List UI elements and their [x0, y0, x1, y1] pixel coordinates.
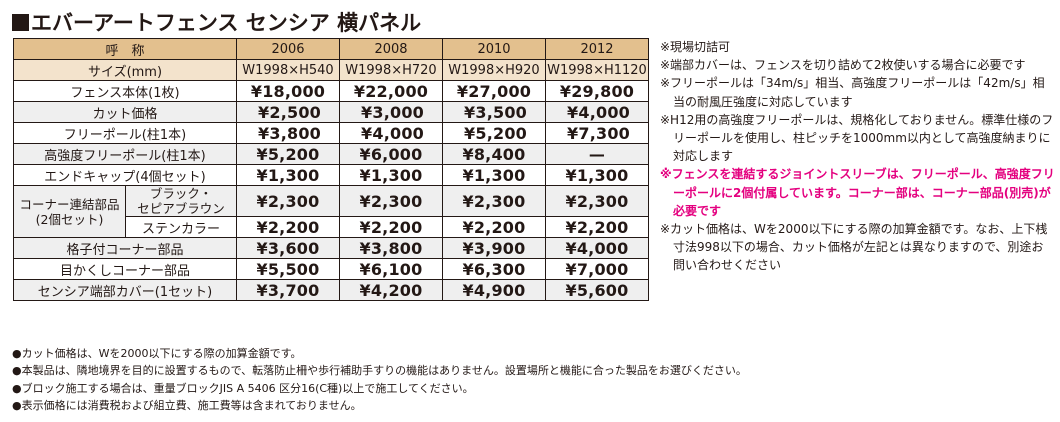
price-value: ¥2,200 [545, 216, 649, 238]
corner-sub-label: ステンカラー [125, 216, 237, 238]
footnote-item: ●ブロック施工する場合は、重量ブロックJIS A 5406 区分16(C種)以上… [12, 381, 474, 395]
price-value: ¥3,500 [442, 101, 546, 123]
corner-sub-label-line2: セピアブラウン [137, 201, 225, 216]
title-text: エバーアートフェンス センシア 横パネル [31, 11, 422, 35]
header-name-label: 呼 称 [13, 38, 237, 60]
size-value: W1998×H540 [236, 59, 340, 81]
price-value: ¥3,800 [339, 237, 443, 259]
table-row: エンドキャップ(4個セット) ¥1,300 ¥1,300 ¥1,300 ¥1,3… [13, 164, 649, 186]
corner-group-label-line2: (2個セット) [35, 211, 104, 227]
footnote-item: ●カット価格は、Wを2000以下にする際の加算金額です。 [12, 347, 302, 360]
title-square-marker-icon [12, 14, 29, 31]
table-row-corner-black: コーナー連結部品 (2個セット) ブラック・ セピアブラウン ¥2,300 ¥2… [13, 185, 649, 238]
table-row-corner-stainless: ステンカラー ¥2,200 ¥2,200 ¥2,200 ¥2,200 [14, 216, 649, 238]
price-value: ¥2,300 [339, 185, 443, 217]
size-value: W1998×H720 [339, 59, 443, 81]
side-notes: ※現場切詰可 ※端部カバーは、フェンスを切り詰めて2枚使いする場合に必要です ※… [660, 38, 1055, 275]
price-value: ¥2,300 [236, 185, 340, 217]
header-year-2008: 2008 [339, 38, 443, 60]
row-label: カット価格 [13, 101, 237, 123]
corner-sub-label-line1: ブラック・ [149, 186, 213, 202]
table-row: 高強度フリーポール(柱1本) ¥5,200 ¥6,000 ¥8,400 — [13, 143, 649, 165]
note-item: ※カット価格は、Wを2000以下にする際の加算金額です。なお、上下桟寸法998以… [660, 222, 1048, 273]
price-value: ¥2,200 [236, 216, 340, 238]
price-table: 呼 称 2006 2008 2010 2012 サイズ(mm) W1998×H5… [13, 38, 649, 301]
price-value: ¥2,200 [339, 216, 443, 238]
table-row: フリーポール(柱1本) ¥3,800 ¥4,000 ¥5,200 ¥7,300 [13, 122, 649, 144]
row-label: 高強度フリーポール(柱1本) [13, 143, 237, 165]
price-value: ¥3,800 [236, 122, 340, 144]
header-year-2010: 2010 [442, 38, 546, 60]
row-label: フリーポール(柱1本) [13, 122, 237, 144]
table-row: 目かくしコーナー部品 ¥5,500 ¥6,100 ¥6,300 ¥7,000 [13, 258, 649, 280]
price-value: ¥1,300 [442, 164, 546, 186]
header-year-2006: 2006 [236, 38, 340, 60]
note-item: ※現場切詰可 [660, 40, 731, 54]
header-year-2012: 2012 [545, 38, 649, 60]
price-value: ¥5,200 [442, 122, 546, 144]
price-value: ¥3,900 [442, 237, 546, 259]
footnote-item: ●表示価格には消費税および組立費、施工費等は含まれておりません。 [12, 398, 362, 412]
price-value: — [545, 143, 649, 165]
size-value: W1998×H1120 [545, 59, 649, 81]
footnotes: ●カット価格は、Wを2000以下にする際の加算金額です。 ●本製品は、隣地境界を… [12, 345, 747, 414]
price-value: ¥2,500 [236, 101, 340, 123]
size-value: W1998×H920 [442, 59, 546, 81]
table-row: センシア端部カバー(1セット) ¥3,700 ¥4,200 ¥4,900 ¥5,… [13, 279, 649, 301]
price-value: ¥1,300 [545, 164, 649, 186]
price-value: ¥5,500 [236, 258, 340, 280]
price-value: ¥1,300 [236, 164, 340, 186]
note-item: ※H12用の高強度フリーポールは、規格化しておりません。標準仕様のフリーポールを… [660, 112, 1054, 164]
note-item: ※フリーポールは「34m/s」相当、高強度フリーポールは「42m/s」相当の耐風… [660, 76, 1045, 109]
price-value: ¥27,000 [442, 80, 546, 102]
row-label: エンドキャップ(4個セット) [13, 164, 237, 186]
price-value: ¥2,200 [442, 216, 546, 238]
footnote-item: ●本製品は、隣地境界を目的に設置するもので、転落防止柵や歩行補助手すりの機能はあ… [12, 364, 747, 378]
note-item: ※端部カバーは、フェンスを切り詰めて2枚使いする場合に必要です [660, 58, 1026, 73]
price-value: ¥18,000 [236, 80, 340, 102]
price-value: ¥22,000 [339, 80, 443, 102]
price-value: ¥5,600 [545, 279, 649, 301]
row-label: 格子付コーナー部品 [13, 237, 237, 259]
corner-group-label-line1: コーナー連結部品 [19, 196, 120, 212]
table-row: フェンス本体(1枚) ¥18,000 ¥22,000 ¥27,000 ¥29,8… [13, 80, 649, 102]
price-value: ¥4,000 [545, 237, 649, 259]
price-value: ¥3,600 [236, 237, 340, 259]
row-label: センシア端部カバー(1セット) [13, 279, 237, 301]
corner-group-label: コーナー連結部品 (2個セット) [13, 185, 126, 238]
row-label: フェンス本体(1枚) [13, 80, 237, 102]
row-label: 目かくしコーナー部品 [13, 258, 237, 280]
table-row: 格子付コーナー部品 ¥3,600 ¥3,800 ¥3,900 ¥4,000 [13, 237, 649, 259]
price-value: ¥4,900 [442, 279, 546, 301]
price-value: ¥4,200 [339, 279, 443, 301]
table-header-row: 呼 称 2006 2008 2010 2012 [13, 38, 649, 60]
price-value: ¥1,300 [339, 164, 443, 186]
price-value: ¥2,300 [545, 185, 649, 217]
price-value: ¥4,000 [545, 101, 649, 123]
price-value: ¥3,700 [236, 279, 340, 301]
price-value: ¥6,000 [339, 143, 443, 165]
size-label: サイズ(mm) [13, 59, 237, 81]
price-value: ¥2,300 [442, 185, 546, 217]
price-value: ¥6,100 [339, 258, 443, 280]
note-item-highlighted: ※フェンスを連結するジョイントスリーブは、フリーポール、高強度フリーポールに2個… [660, 167, 1055, 218]
price-value: ¥8,400 [442, 143, 546, 165]
page-title: エバーアートフェンス センシア 横パネル [12, 10, 421, 36]
price-value: ¥7,300 [545, 122, 649, 144]
price-value: ¥7,000 [545, 258, 649, 280]
price-value: ¥4,000 [339, 122, 443, 144]
size-row: サイズ(mm) W1998×H540 W1998×H720 W1998×H920… [13, 59, 649, 81]
price-value: ¥5,200 [236, 143, 340, 165]
price-value: ¥3,000 [339, 101, 443, 123]
price-value: ¥6,300 [442, 258, 546, 280]
table-row: カット価格 ¥2,500 ¥3,000 ¥3,500 ¥4,000 [13, 101, 649, 123]
price-value: ¥29,800 [545, 80, 649, 102]
corner-sub-label: ブラック・ セピアブラウン [125, 185, 237, 217]
